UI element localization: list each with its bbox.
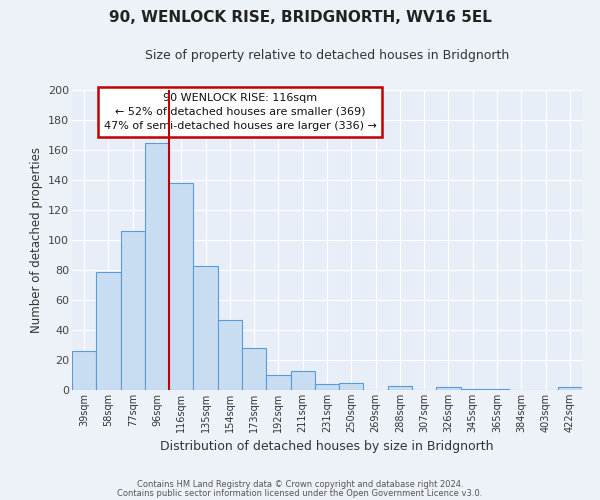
Bar [72,351,96,390]
Title: Size of property relative to detached houses in Bridgnorth: Size of property relative to detached ho… [145,50,509,62]
Text: 90 WENLOCK RISE: 116sqm
← 52% of detached houses are smaller (369)
47% of semi-d: 90 WENLOCK RISE: 116sqm ← 52% of detache… [104,93,377,131]
Text: 90, WENLOCK RISE, BRIDGNORTH, WV16 5EL: 90, WENLOCK RISE, BRIDGNORTH, WV16 5EL [109,10,491,25]
Text: Contains public sector information licensed under the Open Government Licence v3: Contains public sector information licen… [118,488,482,498]
Bar [558,387,582,390]
Bar [266,375,290,390]
Bar [121,231,145,390]
Bar [315,384,339,390]
Bar [436,387,461,390]
Bar [193,266,218,390]
Bar [169,183,193,390]
Bar [485,388,509,390]
Bar [388,386,412,390]
Bar [339,382,364,390]
Bar [145,142,169,390]
Bar [218,320,242,390]
Text: Contains HM Land Registry data © Crown copyright and database right 2024.: Contains HM Land Registry data © Crown c… [137,480,463,489]
Bar [290,370,315,390]
Bar [96,272,121,390]
X-axis label: Distribution of detached houses by size in Bridgnorth: Distribution of detached houses by size … [160,440,494,454]
Bar [461,388,485,390]
Bar [242,348,266,390]
Y-axis label: Number of detached properties: Number of detached properties [29,147,43,333]
